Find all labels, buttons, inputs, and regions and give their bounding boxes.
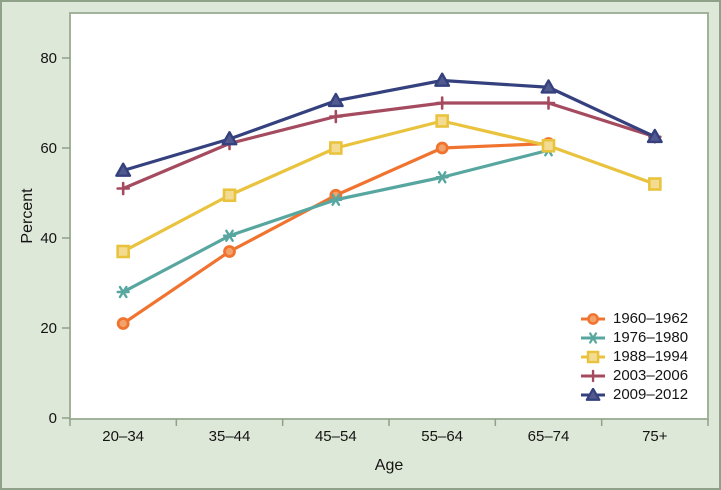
legend-label: 2009–2012 xyxy=(613,386,689,403)
series-marker-square xyxy=(116,244,130,259)
series-marker-square xyxy=(329,141,343,155)
legend-marker xyxy=(586,369,600,382)
legend-marker xyxy=(586,331,600,344)
series-line-2003-2006 xyxy=(121,101,657,191)
x-tick-label: 45–54 xyxy=(315,428,357,445)
legend-label: 2003–2006 xyxy=(613,367,689,384)
legend: 1960–1962 1976–1980 1988–1994 2003–2006 … xyxy=(580,309,688,404)
legend-marker xyxy=(587,312,599,325)
series-marker-triangle xyxy=(327,92,344,108)
legend-marker-shape xyxy=(585,387,601,401)
series-marker-star xyxy=(116,285,130,299)
series-marker-triangle xyxy=(434,72,451,87)
x-tick-label: 20–34 xyxy=(102,428,144,445)
y-tick-label: 60 xyxy=(40,140,57,157)
legend-marker-shape xyxy=(586,331,600,344)
legend-marker-plus-icon xyxy=(580,369,606,383)
series-marker-triangle xyxy=(646,128,663,144)
legend-marker-star-icon xyxy=(580,331,606,345)
series-line-1988-1994 xyxy=(121,119,657,254)
legend-label: 1976–1980 xyxy=(613,329,689,346)
legend-marker-shape xyxy=(586,350,600,363)
series-marker-circle xyxy=(435,141,449,155)
x-tick-label: 35–44 xyxy=(209,428,251,445)
legend-item-2003-2006: 2003–2006 xyxy=(580,366,688,385)
series-marker-triangle xyxy=(115,162,132,177)
series-marker-plus xyxy=(541,96,556,110)
legend-label: 1988–1994 xyxy=(613,348,689,365)
series-marker-star xyxy=(435,171,449,184)
legend-item-1988-1994: 1988–1994 xyxy=(580,347,688,366)
legend-marker-triangle-icon xyxy=(580,387,606,402)
y-tick-label: 40 xyxy=(40,230,57,247)
legend-item-2009-2012: 2009–2012 xyxy=(580,385,688,404)
series-marker-star xyxy=(222,229,237,242)
series-marker-triangle xyxy=(221,131,238,146)
x-axis-title: Age xyxy=(374,457,404,474)
legend-item-1960-1962: 1960–1962 xyxy=(580,309,688,328)
legend-marker xyxy=(586,350,600,363)
x-tick-label: 55–64 xyxy=(421,428,463,445)
series-line-2009-2012 xyxy=(121,78,657,173)
series-marker-triangle xyxy=(540,79,557,94)
series-marker-square xyxy=(435,114,449,128)
series-marker-star xyxy=(329,193,343,206)
series-marker-plus xyxy=(435,96,449,110)
series-marker-plus xyxy=(116,181,130,196)
series-marker-square xyxy=(648,177,662,191)
legend-swatch-canvas xyxy=(581,350,605,363)
x-tick-label: 65–74 xyxy=(528,428,570,445)
legend-swatch-canvas xyxy=(581,312,605,325)
series-marker-plus xyxy=(329,109,343,124)
y-axis-title: Percent xyxy=(19,188,36,244)
legend-swatch-canvas xyxy=(581,369,605,382)
legend-marker-circle-icon xyxy=(580,312,606,326)
legend-marker xyxy=(585,387,601,401)
legend-marker-shape xyxy=(587,312,599,325)
plot-area xyxy=(69,12,709,420)
legend-label: 1960–1962 xyxy=(613,310,689,327)
series-marker-circle xyxy=(223,245,236,258)
y-tick-label: 80 xyxy=(40,50,57,67)
x-tick-label: 75+ xyxy=(642,428,668,445)
legend-marker-shape xyxy=(586,369,600,382)
legend-item-1976-1980: 1976–1980 xyxy=(580,328,688,347)
legend-swatch-canvas xyxy=(581,387,605,401)
legend-swatch-canvas xyxy=(581,331,605,344)
y-tick-label: 20 xyxy=(40,320,57,337)
series-marker-circle xyxy=(116,317,130,330)
series-marker-square xyxy=(541,138,556,153)
y-tick-label: 0 xyxy=(49,410,57,427)
legend-marker-square-icon xyxy=(580,350,606,364)
series-marker-square xyxy=(222,188,237,203)
